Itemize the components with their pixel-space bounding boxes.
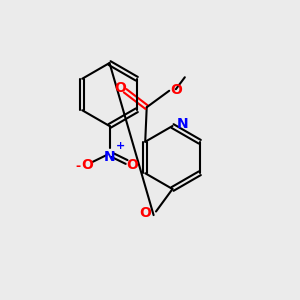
- Text: N: N: [104, 150, 115, 164]
- Text: O: O: [140, 206, 152, 220]
- Text: -: -: [75, 160, 80, 173]
- Text: O: O: [114, 81, 126, 95]
- Text: O: O: [126, 158, 138, 172]
- Text: O: O: [171, 83, 183, 97]
- Text: +: +: [116, 141, 125, 151]
- Text: N: N: [177, 118, 189, 131]
- Text: O: O: [81, 158, 93, 172]
